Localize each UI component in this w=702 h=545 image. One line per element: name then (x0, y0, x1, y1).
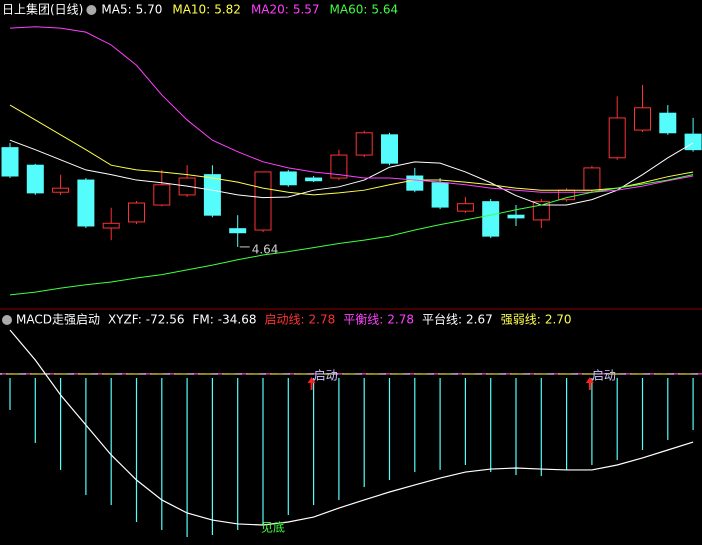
legend-value: 2.78 (309, 313, 336, 327)
legend-name: MA60: (330, 3, 368, 17)
legend-name: 平台线: (422, 312, 462, 327)
candle-body (330, 154, 348, 179)
candle-body (77, 179, 95, 227)
legend-value: 2.78 (387, 313, 414, 327)
ma-line (9, 104, 694, 196)
candle-body (153, 184, 171, 206)
legend-name: FM: (192, 313, 213, 327)
candle-body (305, 177, 323, 182)
settings-icon (2, 315, 12, 325)
legend-name: XYZF: (108, 313, 142, 327)
candle-body (431, 182, 449, 208)
candle-body (659, 112, 677, 134)
low-label: 4.64 (252, 242, 279, 256)
chart-title: MACD走强启动 (16, 313, 100, 327)
candle-body (684, 133, 702, 151)
indicator-line (9, 329, 694, 526)
legend-name: 强弱线: (501, 313, 541, 327)
candle-body (406, 175, 424, 191)
ma-line (9, 174, 694, 296)
legend-name: 启动线: (264, 313, 304, 327)
candle-body (128, 202, 145, 223)
candle-body (608, 117, 626, 159)
settings-icon (86, 5, 97, 15)
candle-body (583, 167, 601, 191)
candle-body (52, 187, 70, 193)
legend-value: 5.70 (136, 3, 163, 17)
candle-body (507, 214, 525, 219)
signal-label: 启动 (314, 369, 338, 383)
candle-body (456, 203, 474, 212)
signal-arrowhead (307, 377, 316, 383)
candle-body (254, 171, 272, 231)
candle-body (102, 222, 120, 229)
signal-label: 启动 (592, 369, 616, 383)
bottom-signal-label: 见底 (261, 520, 285, 535)
candle-body (203, 174, 221, 216)
candle-body (229, 228, 247, 234)
candle-body (558, 189, 576, 201)
legend-value: -72.56 (146, 313, 185, 327)
legend-name: 平衡线: (343, 313, 383, 327)
candle-body (532, 201, 550, 221)
legend-name: MA5: (101, 3, 131, 17)
legend-value: 5.57 (293, 3, 320, 17)
legend-name: MA20: (251, 3, 289, 17)
candle-body (355, 132, 373, 156)
signal-arrowhead (585, 377, 594, 383)
chart-title: 日上集团(日线) (2, 2, 83, 17)
legend-value: 5.82 (214, 3, 241, 17)
legend-name: MA10: (172, 3, 210, 17)
candle-body (482, 201, 500, 237)
candle-body (381, 134, 398, 164)
candle-body (634, 107, 651, 131)
candle-body (1, 147, 19, 177)
legend-value: -34.68 (218, 313, 257, 327)
candle-body (26, 164, 44, 194)
legend-value: 5.64 (371, 3, 398, 17)
ma-line (9, 139, 694, 206)
candle-body (279, 171, 297, 186)
legend-value: 2.70 (545, 313, 572, 327)
legend-value: 2.67 (466, 313, 493, 327)
ma-line (9, 26, 694, 193)
